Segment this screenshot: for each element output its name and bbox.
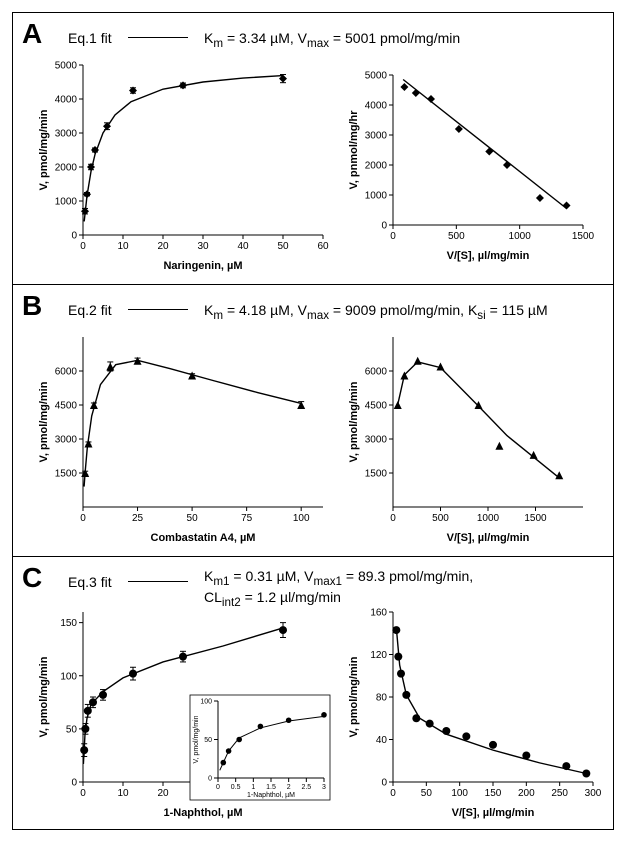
svg-text:100: 100 (451, 788, 468, 799)
panel-a-left-chart: 0 10 20 30 40 50 60 0 1000 2000 3000 4000 5000 Naring… (35, 55, 335, 275)
svg-text:V/[S], µl/mg/min: V/[S], µl/mg/min (447, 250, 530, 262)
panel-c-label: C (22, 562, 42, 594)
panel-b-eq: Eq.2 fit (68, 302, 112, 318)
svg-text:160: 160 (370, 608, 387, 619)
svg-text:1000: 1000 (509, 231, 532, 242)
svg-text:0: 0 (390, 231, 396, 242)
panel-b-right-chart: 0 500 1000 1500 1500 3000 4500 6000 V/[S], µl/mg… (345, 327, 595, 547)
svg-text:100: 100 (293, 513, 310, 524)
svg-text:50: 50 (421, 788, 433, 799)
svg-text:50: 50 (204, 737, 212, 744)
svg-text:6000: 6000 (365, 367, 388, 378)
svg-text:2: 2 (287, 784, 291, 791)
panel-c-right-chart: 0 50 100 150 200 250 300 0 40 80 120 160 V/[S], µl/m… (345, 602, 605, 822)
svg-text:20: 20 (157, 788, 169, 799)
svg-text:10: 10 (117, 241, 129, 252)
svg-text:V, pmol/mg/min: V, pmol/mg/min (38, 381, 50, 462)
svg-text:6000: 6000 (55, 367, 78, 378)
svg-text:0: 0 (208, 775, 212, 782)
svg-text:3000: 3000 (55, 435, 78, 446)
svg-text:1-Naphthol, µM: 1-Naphthol, µM (163, 807, 242, 819)
svg-text:4500: 4500 (55, 401, 78, 412)
panel-a-params: Km = 3.34 µM, Vmax = 5001 pmol/mg/min (204, 30, 460, 50)
svg-text:4000: 4000 (55, 95, 78, 106)
svg-text:4000: 4000 (365, 101, 388, 112)
svg-text:100: 100 (60, 671, 77, 682)
svg-text:60: 60 (317, 241, 329, 252)
svg-text:2000: 2000 (55, 163, 78, 174)
svg-text:30: 30 (197, 241, 209, 252)
svg-text:1500: 1500 (572, 231, 595, 242)
svg-text:40: 40 (376, 735, 388, 746)
svg-text:50: 50 (277, 241, 289, 252)
svg-text:50: 50 (187, 513, 199, 524)
svg-text:V, pmol/mg/min: V, pmol/mg/min (348, 656, 360, 737)
svg-text:150: 150 (485, 788, 502, 799)
svg-text:100: 100 (200, 698, 212, 705)
svg-text:V, pmol/mg/min: V, pmol/mg/min (193, 715, 200, 763)
svg-text:1500: 1500 (55, 469, 78, 480)
panel-b-label: B (22, 290, 42, 322)
svg-text:Combastatin A4, µM: Combastatin A4, µM (151, 532, 256, 544)
svg-text:80: 80 (376, 693, 388, 704)
svg-text:3000: 3000 (55, 129, 78, 140)
svg-text:10: 10 (117, 788, 129, 799)
svg-text:0: 0 (71, 778, 77, 789)
svg-text:40: 40 (237, 241, 249, 252)
svg-text:1-Naphthol, µM: 1-Naphthol, µM (247, 792, 295, 799)
svg-text:50: 50 (66, 724, 78, 735)
svg-text:500: 500 (432, 513, 449, 524)
svg-text:Naringenin, µM: Naringenin, µM (163, 260, 242, 272)
panel-a-right-chart: 0 500 1000 1500 0 1000 2000 3000 4000 5000 V/[S], … (345, 65, 595, 265)
panel-c-inset-chart: 0 0.5 1 1.5 2 2.5 3 0 50 100 1-Naphthol, µM V, pmol… (190, 695, 330, 800)
svg-text:20: 20 (157, 241, 169, 252)
svg-text:0: 0 (381, 778, 387, 789)
divider-ab (12, 284, 614, 285)
svg-text:0: 0 (390, 513, 396, 524)
svg-text:2.5: 2.5 (301, 784, 311, 791)
svg-text:5000: 5000 (55, 61, 78, 72)
svg-text:0: 0 (80, 788, 86, 799)
panel-c-eq: Eq.3 fit (68, 574, 112, 590)
svg-text:200: 200 (518, 788, 535, 799)
svg-text:120: 120 (370, 650, 387, 661)
panel-b-params: Km = 4.18 µM, Vmax = 9009 pmol/mg/min, K… (204, 302, 548, 322)
svg-text:75: 75 (241, 513, 253, 524)
svg-text:0.5: 0.5 (231, 784, 241, 791)
svg-text:5000: 5000 (365, 71, 388, 82)
svg-text:2000: 2000 (365, 161, 388, 172)
svg-text:V, pmol/mg/min: V, pmol/mg/min (348, 381, 360, 462)
divider-bc (12, 556, 614, 557)
svg-text:500: 500 (448, 231, 465, 242)
svg-text:150: 150 (60, 618, 77, 629)
svg-text:0: 0 (80, 241, 86, 252)
svg-text:300: 300 (585, 788, 602, 799)
svg-text:1500: 1500 (365, 469, 388, 480)
svg-text:0: 0 (71, 231, 77, 242)
panel-a-label: A (22, 18, 42, 50)
svg-text:1000: 1000 (365, 191, 388, 202)
svg-text:V/[S], µl/mg/min: V/[S], µl/mg/min (447, 532, 530, 544)
svg-text:1000: 1000 (55, 197, 78, 208)
svg-text:25: 25 (132, 513, 144, 524)
svg-text:3000: 3000 (365, 435, 388, 446)
svg-text:0: 0 (80, 513, 86, 524)
svg-text:3000: 3000 (365, 131, 388, 142)
svg-text:250: 250 (551, 788, 568, 799)
svg-text:V/[S], µl/mg/min: V/[S], µl/mg/min (452, 807, 535, 819)
svg-text:V, pmol/mg/min: V, pmol/mg/min (38, 109, 50, 190)
panel-b-left-chart: 0 25 50 75 100 1500 3000 4500 6000 Combastatin A4… (35, 327, 335, 547)
svg-text:1.5: 1.5 (266, 784, 276, 791)
svg-text:1500: 1500 (524, 513, 547, 524)
svg-text:1000: 1000 (477, 513, 500, 524)
panel-a-eq: Eq.1 fit (68, 30, 112, 46)
svg-text:V, pmol/mg/min: V, pmol/mg/min (38, 656, 50, 737)
svg-text:0: 0 (390, 788, 396, 799)
svg-text:0: 0 (216, 784, 220, 791)
svg-text:1: 1 (251, 784, 255, 791)
svg-text:4500: 4500 (365, 401, 388, 412)
svg-text:3: 3 (322, 784, 326, 791)
svg-text:0: 0 (381, 221, 387, 232)
svg-text:V, pnmol/mg/hr: V, pnmol/mg/hr (348, 110, 360, 190)
